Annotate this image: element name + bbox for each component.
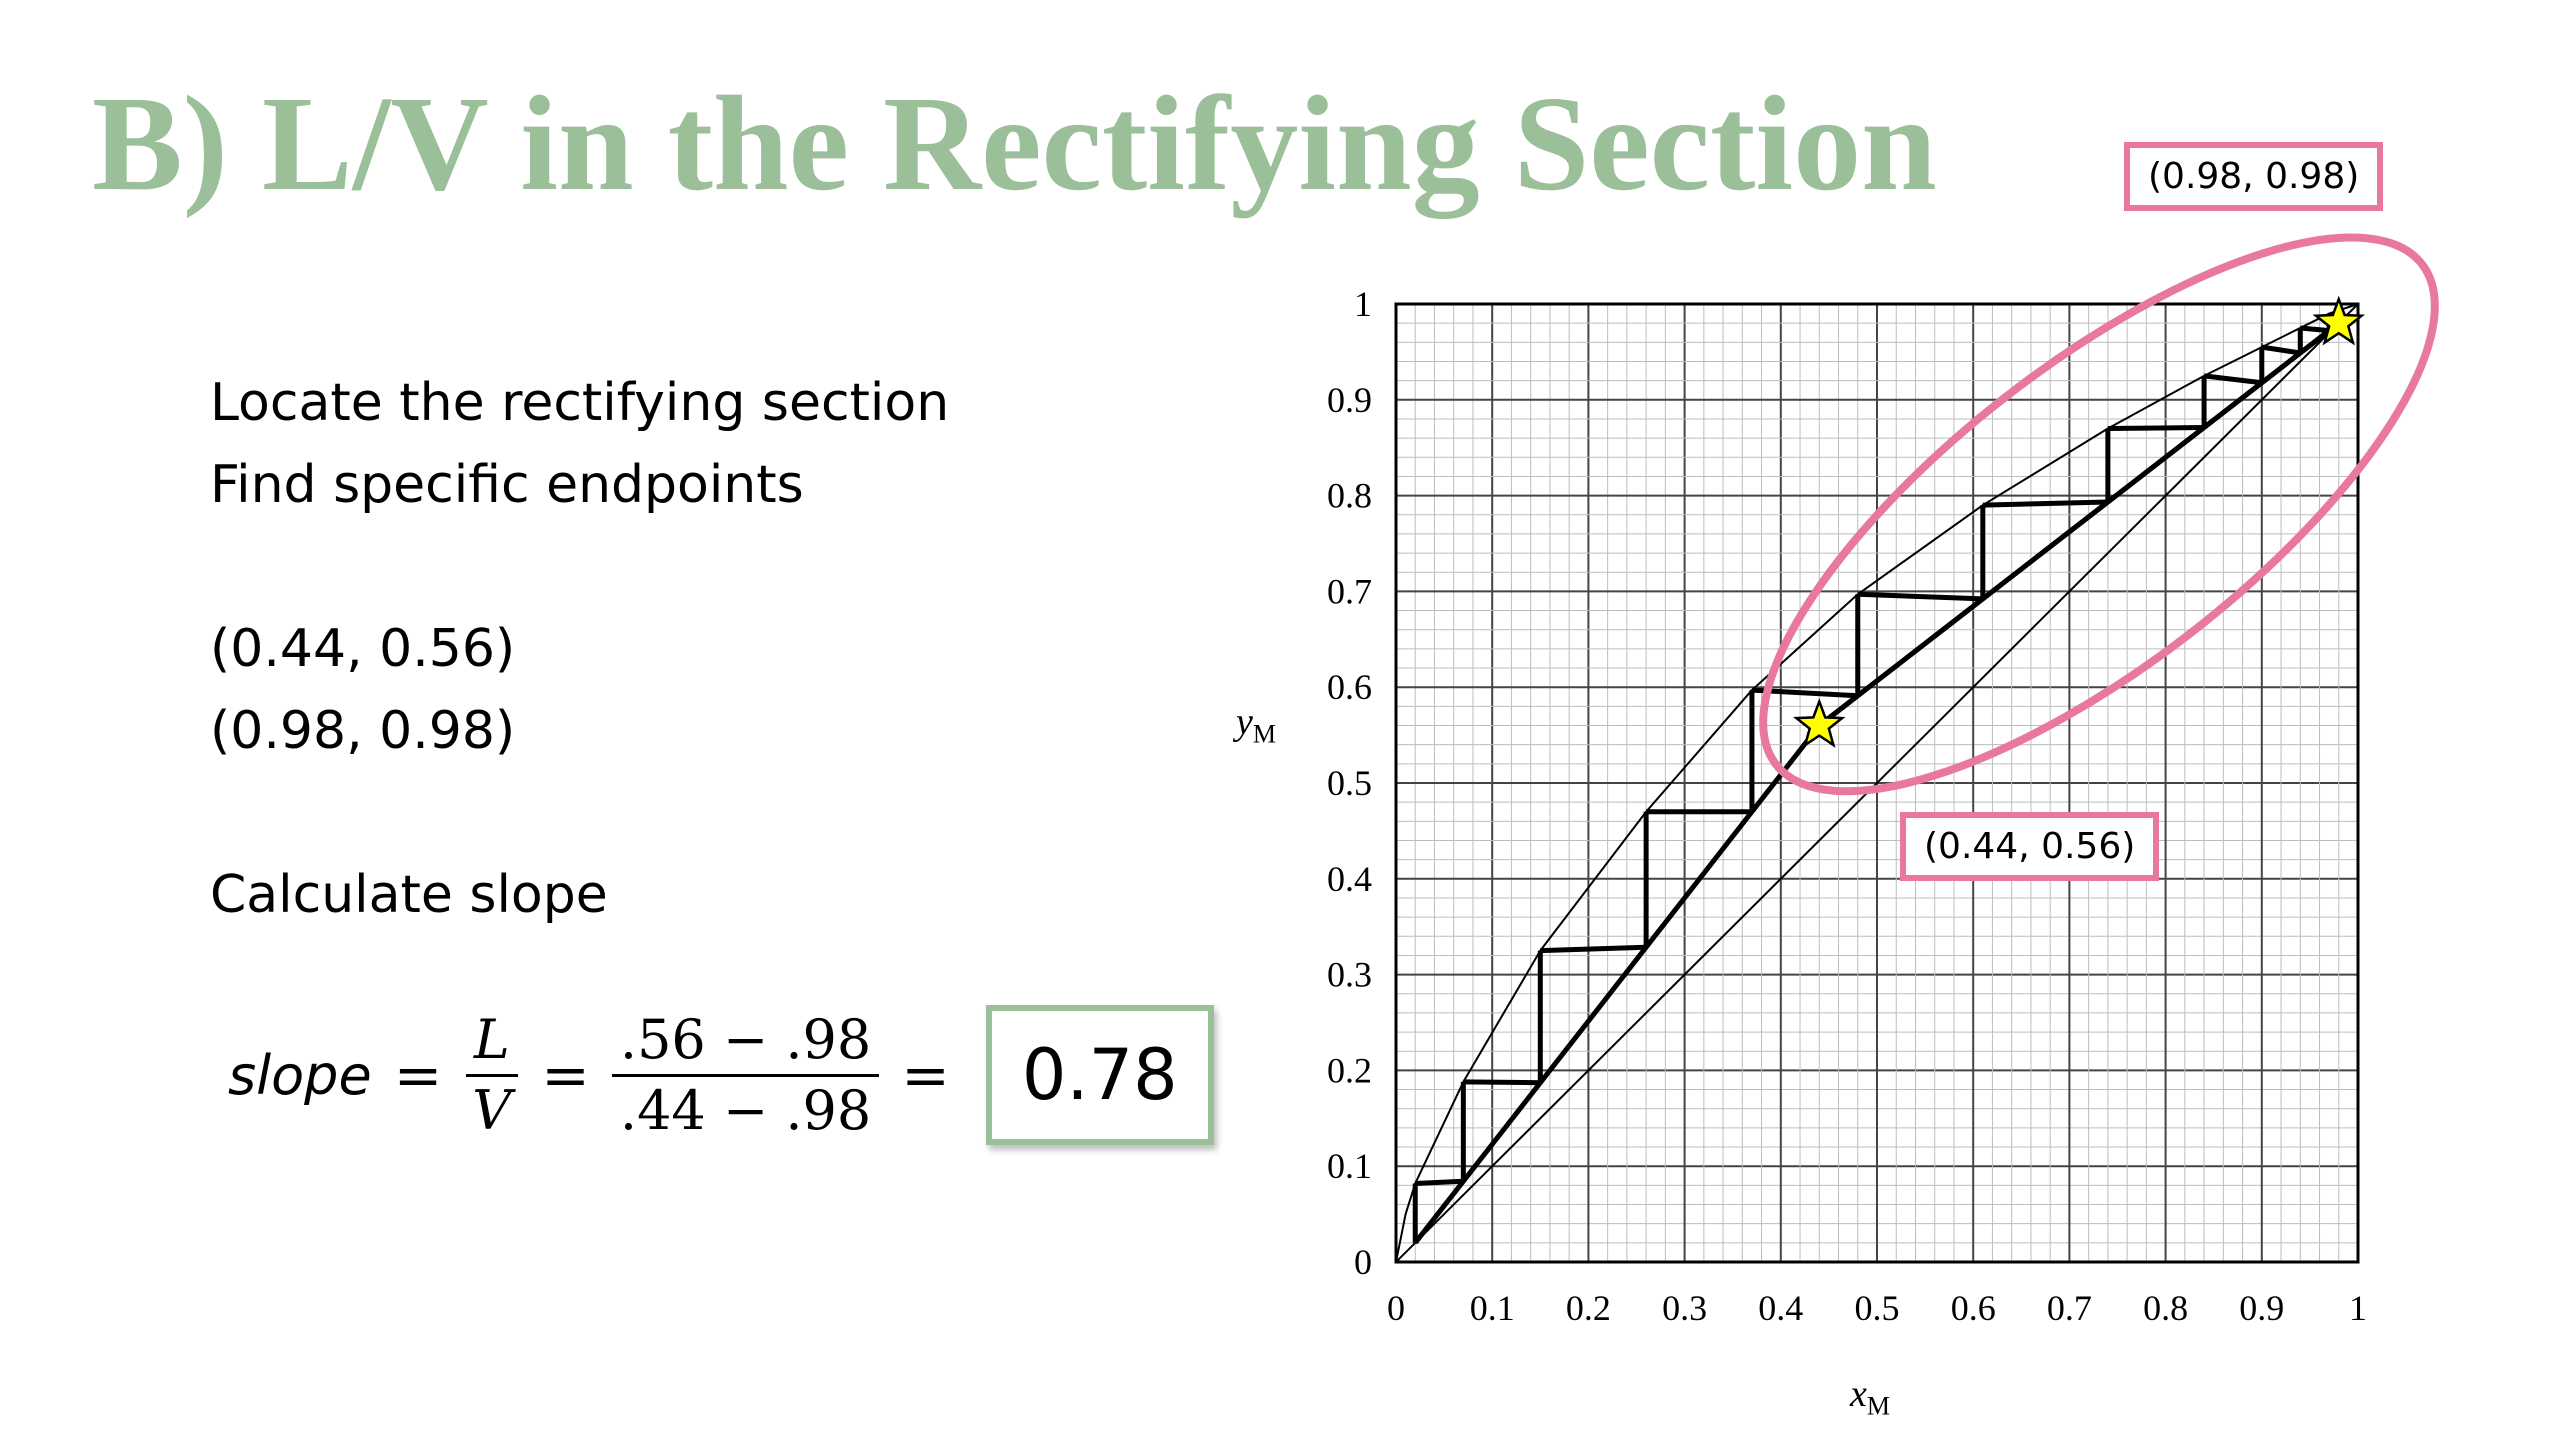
equals-sign: =	[541, 1041, 590, 1109]
bullet-list: Locate the rectifying section Find speci…	[210, 362, 949, 936]
step-horizontal	[1982, 499, 2108, 508]
diagonal-line	[1395, 303, 2359, 1263]
y-tick-label: 0.3	[1327, 955, 1372, 995]
bullet-endpoints: Find specific endpoints	[210, 455, 804, 515]
step-horizontal	[2203, 373, 2263, 386]
step-horizontal	[2107, 424, 2205, 432]
step-horizontal	[1463, 1079, 1541, 1086]
bullet-calculate: Calculate slope	[210, 865, 608, 925]
x-tick-label: 0.4	[1758, 1288, 1803, 1328]
value-fraction: .56 − .98 .44 − .98	[611, 1006, 880, 1145]
lv-fraction: L V	[464, 1006, 519, 1145]
y-axis-title: yM	[1236, 701, 1276, 749]
star-icon-upper-endpoint	[2312, 295, 2365, 346]
rectifying-line	[1817, 321, 2341, 728]
step-horizontal	[1857, 591, 1983, 602]
y-tick-label: 0.1	[1327, 1146, 1372, 1186]
slide-title: B) L/V in the Rectifying Section	[92, 69, 1937, 219]
y-tick-label: 0	[1354, 1242, 1372, 1282]
step-horizontal	[1415, 1178, 1464, 1186]
lv-denominator: V	[472, 1078, 512, 1142]
y-tick-label: 0.2	[1327, 1050, 1372, 1090]
y-tick-label: 0.6	[1327, 667, 1372, 707]
step-horizontal	[2300, 325, 2330, 334]
x-tick-label: 1	[2349, 1288, 2367, 1328]
y-tick-label: 0.9	[1327, 380, 1372, 420]
y-tick-label: 0.5	[1327, 763, 1372, 803]
lv-numerator: L	[465, 1006, 518, 1077]
x-tick-label: 0.7	[2047, 1288, 2092, 1328]
y-tick-label: 0.7	[1327, 571, 1372, 611]
slope-equation: slope = L V = .56 − .98 .44 − .98 = 0.78	[228, 990, 1214, 1160]
x-tick-label: 0.1	[1470, 1288, 1515, 1328]
x-tick-label: 0.5	[1855, 1288, 1900, 1328]
callout-mid-endpoint: (0.44, 0.56)	[1900, 812, 2160, 881]
plot-frame	[1394, 302, 2360, 1264]
endpoint-b: (0.98, 0.98)	[210, 701, 516, 761]
value-numerator: .56 − .98	[611, 1006, 880, 1077]
endpoint-a: (0.44, 0.56)	[210, 619, 516, 679]
x-tick-label: 0.9	[2239, 1288, 2284, 1328]
bullet-locate: Locate the rectifying section	[210, 373, 950, 433]
step-horizontal	[2261, 344, 2301, 356]
star-icon-lower-endpoint	[1793, 697, 1846, 748]
y-tick-label: 1	[1354, 284, 1372, 324]
x-tick-label: 0	[1387, 1288, 1405, 1328]
step-horizontal	[1540, 944, 1647, 954]
y-tick-label: 0.4	[1327, 859, 1372, 899]
x-tick-label: 0.3	[1662, 1288, 1707, 1328]
x-tick-label: 0.6	[1951, 1288, 1996, 1328]
x-tick-label: 0.2	[1566, 1288, 1611, 1328]
y-tick-label: 0.8	[1327, 476, 1372, 516]
x-axis-title: xM	[1850, 1373, 1890, 1421]
equals-sign: =	[901, 1041, 950, 1109]
x-tick-label: 0.8	[2143, 1288, 2188, 1328]
slope-word: slope	[228, 1043, 372, 1107]
rectifying-highlight-ellipse	[1759, 233, 2439, 796]
equals-sign: =	[393, 1041, 443, 1109]
slope-result-box: 0.78	[985, 1005, 1214, 1145]
value-denominator: .44 − .98	[619, 1078, 872, 1142]
callout-top-endpoint: (0.98, 0.98)	[2124, 142, 2384, 211]
